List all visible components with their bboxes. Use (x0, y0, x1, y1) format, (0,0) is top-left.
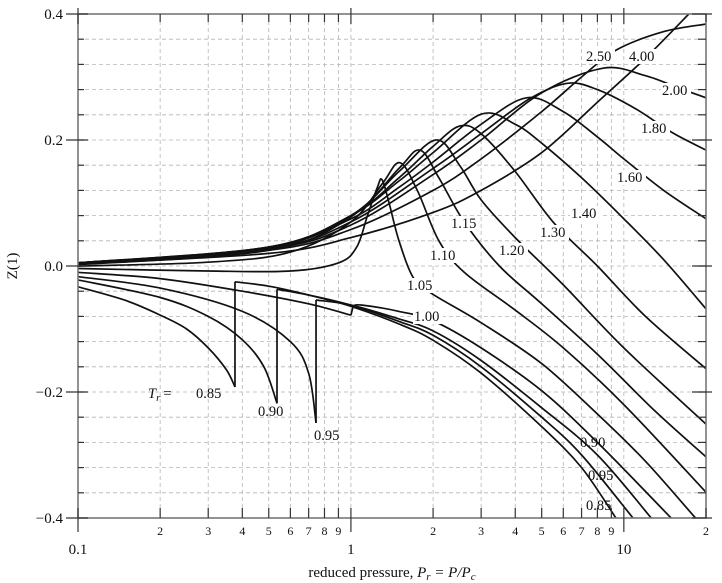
curve-labels: 1.00 1.05 1.10 1.15 1.20 1.30 1.40 1.60 1.80 2.00… (406, 49, 691, 325)
y-tick-label: 0.4 (44, 7, 63, 23)
curve-label-250: 2.50 (586, 49, 611, 65)
curve-segment (78, 66, 706, 264)
curve-segment (315, 299, 652, 518)
curve-tr-110 (78, 161, 706, 493)
x-axis-title-c: c (471, 571, 476, 583)
curve-label-bg (628, 49, 658, 64)
curve-tr-200 (78, 66, 706, 264)
curve-label-bg (498, 243, 528, 258)
tr-annotation-eq: = (163, 386, 171, 402)
curve-tr-160 (78, 96, 706, 264)
x-axis-title-prefix: reduced pressure, (308, 565, 417, 581)
curve-segment (78, 279, 278, 404)
x-major-tick-label: 10 (616, 542, 631, 558)
x-minor-tick-label: 2 (430, 524, 436, 538)
phase-change-line (350, 305, 355, 316)
curve-segment (78, 149, 706, 458)
curve-label-180: 1.80 (641, 121, 666, 137)
y-tick-label: −0.4 (36, 511, 64, 527)
high-p-label-085: 0.85 (586, 498, 611, 514)
x-minor-tick-label: 3 (478, 524, 484, 538)
high-p-label-090: 0.90 (580, 435, 605, 451)
curve-segment (78, 271, 352, 316)
curve-label-110: 1.10 (430, 248, 455, 264)
curve-tr-180 (78, 82, 706, 264)
curve-label-bg (539, 225, 569, 240)
curve-label-bg (640, 121, 670, 136)
curve-segment (276, 288, 634, 518)
curve-label-bg (413, 309, 443, 324)
low-label-085: 0.85 (196, 386, 221, 402)
y-axis-title: Z(1) (5, 253, 21, 280)
x-axis-title-r: r (426, 571, 431, 583)
x-minor-tick-label: 5 (539, 524, 545, 538)
x-axis-title-p: P (416, 565, 426, 581)
curve-segment (78, 285, 236, 388)
x-minor-tick-label: 7 (579, 524, 585, 538)
curve-label-400: 4.00 (629, 49, 654, 65)
curve-label-bg (585, 49, 615, 64)
curve-segment (234, 280, 617, 518)
x-major-tick-label: 0.1 (69, 542, 88, 558)
x-axis-title-eq: = P/P (431, 565, 471, 581)
y-tick-label: −0.2 (36, 385, 63, 401)
curve-label-105: 1.05 (407, 278, 432, 294)
tr-annotation: Tr = (148, 386, 172, 404)
curve-segment (78, 82, 706, 264)
x-minor-tick-label: 3 (205, 524, 211, 538)
curve-label-bg (450, 216, 480, 231)
curve-label-bg (406, 278, 436, 293)
high-p-label-095: 0.95 (588, 468, 613, 484)
curve-segment (78, 275, 317, 424)
curve-segment (78, 96, 706, 264)
curve-segment (78, 23, 706, 265)
curve-label-115: 1.15 (451, 216, 476, 232)
x-axis-title: reduced pressure, Pr = P/Pc (308, 565, 475, 583)
curve-tr-130 (78, 124, 706, 370)
curve-tr-095 (78, 275, 652, 518)
curve-tr-400 (78, 14, 690, 265)
x-minor-tick-label: 6 (287, 524, 293, 538)
x-minor-tick-label: 4 (239, 524, 245, 538)
curve-tr-115 (78, 149, 706, 458)
curve-label-100: 1.00 (414, 309, 439, 325)
curve-label-120: 1.20 (499, 243, 524, 259)
ticks: 2 3 4 5 6 7 8 9 2 3 4 5 6 7 8 9 20.1 1 100.40.20.0−0.2−0.4 (36, 7, 712, 558)
curve-segment (78, 161, 706, 493)
x-minor-tick-label: 2 (703, 524, 709, 538)
x-minor-tick-label: 2 (157, 524, 163, 538)
x-minor-tick-label: 8 (321, 524, 327, 538)
x-minor-tick-label: 6 (560, 524, 566, 538)
curve-label-bg (661, 83, 691, 98)
low-label-095: 0.95 (314, 428, 339, 444)
curve-tr-250 (78, 23, 706, 265)
curve-label-130: 1.30 (540, 225, 565, 241)
tr-annotation-sub: r (156, 392, 161, 404)
low-label-090: 0.90 (258, 404, 283, 420)
curve-label-160: 1.60 (617, 170, 642, 186)
curve-segment (353, 303, 672, 518)
x-major-tick-label: 1 (347, 542, 355, 558)
curve-tr-100 (78, 271, 672, 518)
x-minor-tick-label: 7 (306, 524, 312, 538)
curve-label-bg (570, 206, 600, 221)
curve-label-bg (429, 248, 459, 263)
x-minor-tick-label: 5 (266, 524, 272, 538)
x-minor-tick-label: 4 (512, 524, 518, 538)
x-minor-tick-label: 9 (608, 524, 614, 538)
curve-label-140: 1.40 (571, 206, 596, 222)
curve-segment (78, 124, 706, 370)
curve-tr-090 (78, 279, 634, 518)
curves (78, 14, 706, 518)
y-tick-label: 0.2 (44, 133, 63, 149)
x-minor-tick-label: 9 (335, 524, 341, 538)
grid (78, 14, 706, 518)
x-minor-tick-label: 8 (594, 524, 600, 538)
tr-annotation-t: T (148, 386, 157, 402)
y-tick-label: 0.0 (44, 259, 63, 275)
curve-label-200: 2.00 (662, 83, 687, 99)
curve-label-bg (616, 170, 646, 185)
curve-segment (78, 14, 690, 265)
